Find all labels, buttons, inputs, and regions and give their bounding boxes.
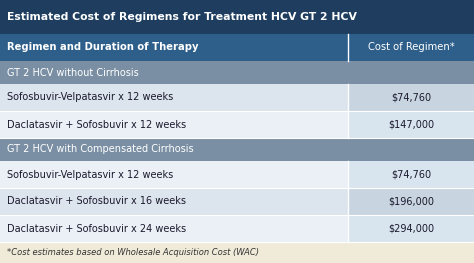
Text: GT 2 HCV with Compensated Cirrhosis: GT 2 HCV with Compensated Cirrhosis (7, 144, 193, 154)
Text: Daclatasvir + Sofosbuvir x 12 weeks: Daclatasvir + Sofosbuvir x 12 weeks (7, 119, 186, 129)
Bar (0, 242, 474, 263)
Text: Daclatasvir + Sofosbuvir x 16 weeks: Daclatasvir + Sofosbuvir x 16 weeks (7, 196, 186, 206)
Text: Daclatasvir + Sofosbuvir x 24 weeks: Daclatasvir + Sofosbuvir x 24 weeks (7, 224, 186, 234)
Text: $294,000: $294,000 (388, 224, 434, 234)
Bar (0, 188, 348, 215)
Text: Cost of Regimen*: Cost of Regimen* (368, 43, 455, 53)
Text: *Cost estimates based on Wholesale Acquisition Cost (WAC): *Cost estimates based on Wholesale Acqui… (7, 248, 259, 257)
Bar (348, 188, 474, 215)
Text: GT 2 HCV without Cirrhosis: GT 2 HCV without Cirrhosis (7, 68, 139, 78)
Bar (0, 161, 348, 188)
Bar (0, 138, 474, 161)
Bar (348, 84, 474, 111)
Bar (0, 215, 348, 242)
Text: $74,760: $74,760 (391, 169, 431, 180)
Bar (348, 215, 474, 242)
Bar (348, 161, 474, 188)
Text: $196,000: $196,000 (388, 196, 434, 206)
Text: Estimated Cost of Regimens for Treatment HCV GT 2 HCV: Estimated Cost of Regimens for Treatment… (7, 12, 357, 22)
Text: Sofosbuvir-Velpatasvir x 12 weeks: Sofosbuvir-Velpatasvir x 12 weeks (7, 169, 173, 180)
Bar (0, 84, 348, 111)
Bar (0, 34, 474, 61)
Bar (0, 61, 474, 84)
Bar (348, 111, 474, 138)
Bar (0, 111, 348, 138)
Text: $74,760: $74,760 (391, 93, 431, 103)
Text: Regimen and Duration of Therapy: Regimen and Duration of Therapy (7, 43, 199, 53)
Text: Sofosbuvir-Velpatasvir x 12 weeks: Sofosbuvir-Velpatasvir x 12 weeks (7, 93, 173, 103)
Bar (0, 0, 474, 34)
Text: $147,000: $147,000 (388, 119, 434, 129)
